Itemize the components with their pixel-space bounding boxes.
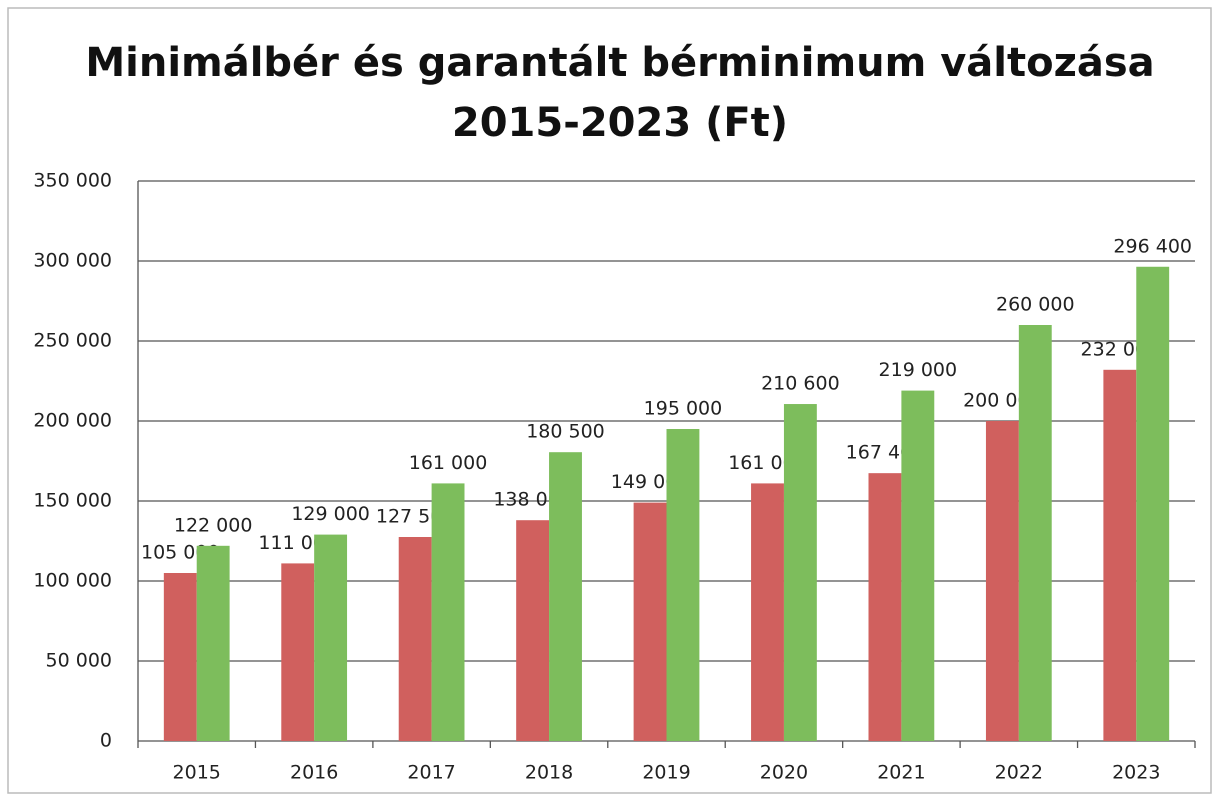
bar [901, 390, 935, 741]
x-tick-label: 2023 [1112, 762, 1160, 784]
x-tick-label: 2016 [290, 762, 338, 784]
value-label: 195 000 [644, 398, 723, 420]
bar [633, 502, 667, 741]
y-tick-label: 300 000 [33, 250, 112, 272]
bar [868, 473, 902, 741]
y-tick-label: 200 000 [33, 410, 112, 432]
x-tick-label: 2021 [877, 762, 925, 784]
bar [666, 429, 700, 741]
bar [985, 421, 1019, 741]
value-label: 260 000 [996, 294, 1075, 316]
bar [516, 520, 550, 741]
value-label: 219 000 [879, 359, 958, 381]
y-tick-label: 50 000 [46, 650, 112, 672]
chart-title: Minimálbér és garantált bérminimum válto… [85, 40, 1154, 86]
bar [751, 483, 784, 741]
y-tick-label: 250 000 [33, 330, 112, 352]
y-tick-label: 350 000 [33, 170, 112, 192]
value-label: 296 400 [1113, 235, 1192, 257]
value-label: 210 600 [761, 373, 840, 395]
x-tick-label: 2020 [760, 762, 808, 784]
bar [281, 563, 315, 741]
x-tick-label: 2015 [173, 762, 221, 784]
y-tick-label: 0 [100, 730, 112, 752]
value-label: 180 500 [526, 421, 605, 443]
bar [1103, 369, 1137, 741]
bar [431, 483, 465, 741]
bar [1136, 266, 1170, 741]
x-tick-label: 2018 [525, 762, 573, 784]
bar [163, 573, 197, 741]
y-tick-label: 100 000 [33, 570, 112, 592]
chart-title: 2015-2023 (Ft) [452, 100, 788, 146]
value-label: 122 000 [174, 514, 253, 536]
bar [1018, 325, 1052, 741]
value-label: 129 000 [291, 503, 370, 525]
bar [398, 537, 432, 741]
x-tick-label: 2022 [995, 762, 1043, 784]
bar [783, 404, 817, 741]
bar [549, 452, 582, 741]
y-tick-label: 150 000 [33, 490, 112, 512]
x-tick-label: 2017 [407, 762, 455, 784]
value-label: 161 000 [409, 452, 488, 474]
bar [314, 534, 348, 741]
bar [196, 545, 230, 741]
x-tick-label: 2019 [642, 762, 690, 784]
